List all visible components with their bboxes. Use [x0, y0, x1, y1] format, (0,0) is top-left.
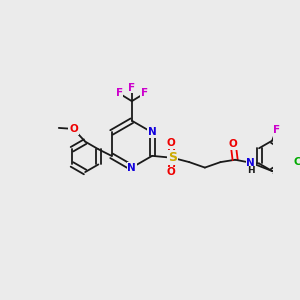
Text: F: F: [141, 88, 148, 98]
Text: O: O: [166, 138, 175, 148]
Text: N: N: [128, 163, 136, 172]
Text: F: F: [116, 88, 123, 98]
Text: O: O: [166, 167, 175, 178]
Text: S: S: [168, 151, 177, 164]
Text: N: N: [148, 128, 157, 137]
Text: F: F: [128, 82, 135, 92]
Text: Cl: Cl: [293, 158, 300, 167]
Text: O: O: [69, 124, 78, 134]
Text: H: H: [247, 166, 255, 175]
Text: N: N: [246, 158, 255, 168]
Text: O: O: [229, 139, 238, 149]
Text: F: F: [273, 125, 280, 135]
